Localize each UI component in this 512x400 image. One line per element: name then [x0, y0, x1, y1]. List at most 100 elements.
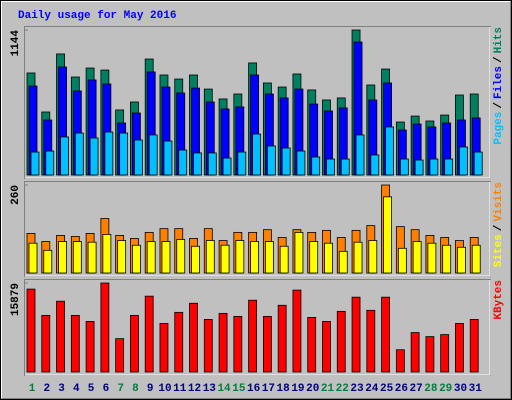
bar: [146, 241, 156, 274]
x-tick-label: 3: [58, 383, 65, 395]
x-tick-label: 6: [103, 383, 110, 395]
x-tick-label: 11: [173, 383, 187, 395]
bar: [85, 321, 95, 373]
x-tick-label: 5: [88, 383, 95, 395]
legend-separator: /: [493, 224, 505, 231]
bar: [89, 137, 99, 176]
bar: [442, 244, 452, 274]
bar: [28, 242, 38, 274]
bar: [296, 150, 306, 176]
legend-entry: Visits: [493, 182, 505, 222]
bar: [383, 196, 392, 274]
legend: Sites / Visits: [493, 182, 505, 267]
bar: [326, 158, 335, 176]
bar: [252, 133, 262, 176]
x-tick-label: 14: [217, 383, 231, 395]
bar: [399, 158, 409, 176]
bar: [262, 315, 272, 373]
bar: [370, 154, 380, 176]
bar: [117, 240, 127, 274]
x-tick-label: 12: [188, 383, 201, 395]
bar: [292, 289, 302, 373]
bar: [159, 323, 169, 373]
bar: [203, 319, 213, 373]
legend-entry: Hits: [493, 27, 505, 53]
bar: [45, 150, 55, 176]
bar: [355, 134, 365, 176]
bar: [115, 338, 125, 373]
bar: [134, 139, 143, 176]
bar: [322, 321, 331, 373]
bar: [87, 241, 97, 274]
bar: [218, 312, 228, 373]
bar: [353, 241, 363, 274]
y-tick-label: 15879: [10, 283, 22, 316]
bar: [397, 247, 407, 274]
bar: [309, 241, 319, 274]
bar: [58, 241, 67, 274]
bar: [250, 241, 260, 274]
legend-separator: /: [493, 102, 505, 109]
bar: [205, 240, 215, 274]
legend-entry: Files: [493, 66, 505, 99]
x-tick-label: 4: [73, 383, 80, 395]
x-tick-label: 13: [203, 383, 217, 395]
x-tick-label: 16: [247, 383, 260, 395]
bar: [70, 314, 80, 373]
bar: [457, 246, 466, 274]
bar: [26, 288, 36, 373]
bar: [74, 132, 84, 176]
bar: [281, 147, 291, 176]
bar: [429, 158, 439, 176]
x-tick-label: 31: [469, 383, 483, 395]
x-tick-label: 24: [365, 383, 379, 395]
bar: [104, 131, 114, 176]
bar: [440, 334, 450, 373]
x-tick-label: 22: [336, 383, 349, 395]
bar: [222, 157, 232, 176]
x-tick-label: 9: [147, 383, 154, 395]
bar: [220, 244, 230, 274]
bar: [395, 349, 405, 373]
bar: [176, 239, 186, 274]
bar: [178, 149, 188, 176]
bar: [264, 241, 274, 274]
legend-entry: Pages: [493, 112, 505, 145]
bar: [237, 151, 247, 176]
x-tick-label: 2: [43, 383, 50, 395]
x-tick-label: 20: [306, 383, 319, 395]
x-tick-label: 27: [410, 383, 423, 395]
bar: [193, 152, 202, 176]
chart-title: Daily usage for May 2016: [18, 10, 176, 22]
bar: [248, 299, 258, 373]
bar: [119, 132, 129, 176]
x-tick-label: 17: [262, 383, 275, 395]
panel-bevel: [25, 182, 491, 277]
x-tick-label: 19: [291, 383, 304, 395]
bar: [294, 231, 304, 274]
legend: Pages / Files / Hits: [493, 27, 505, 145]
bar: [30, 151, 40, 176]
bar: [307, 316, 317, 373]
bar: [340, 158, 350, 176]
x-tick-label: 1: [29, 383, 36, 395]
bar: [459, 146, 468, 176]
x-tick-label: 30: [454, 383, 467, 395]
legend-entry: Sites: [493, 234, 505, 267]
bar: [425, 336, 435, 373]
bar: [338, 250, 348, 274]
y-tick-label: 260: [10, 185, 22, 205]
bar: [60, 136, 69, 176]
bar: [412, 241, 422, 274]
x-tick-label: 26: [395, 383, 408, 395]
bar: [132, 244, 141, 274]
bar: [410, 332, 420, 373]
bar: [444, 158, 454, 176]
x-tick-label: 18: [277, 383, 291, 395]
bar: [366, 309, 376, 373]
legend: KBytes: [493, 280, 505, 320]
bar: [469, 319, 479, 373]
bar: [385, 126, 394, 176]
